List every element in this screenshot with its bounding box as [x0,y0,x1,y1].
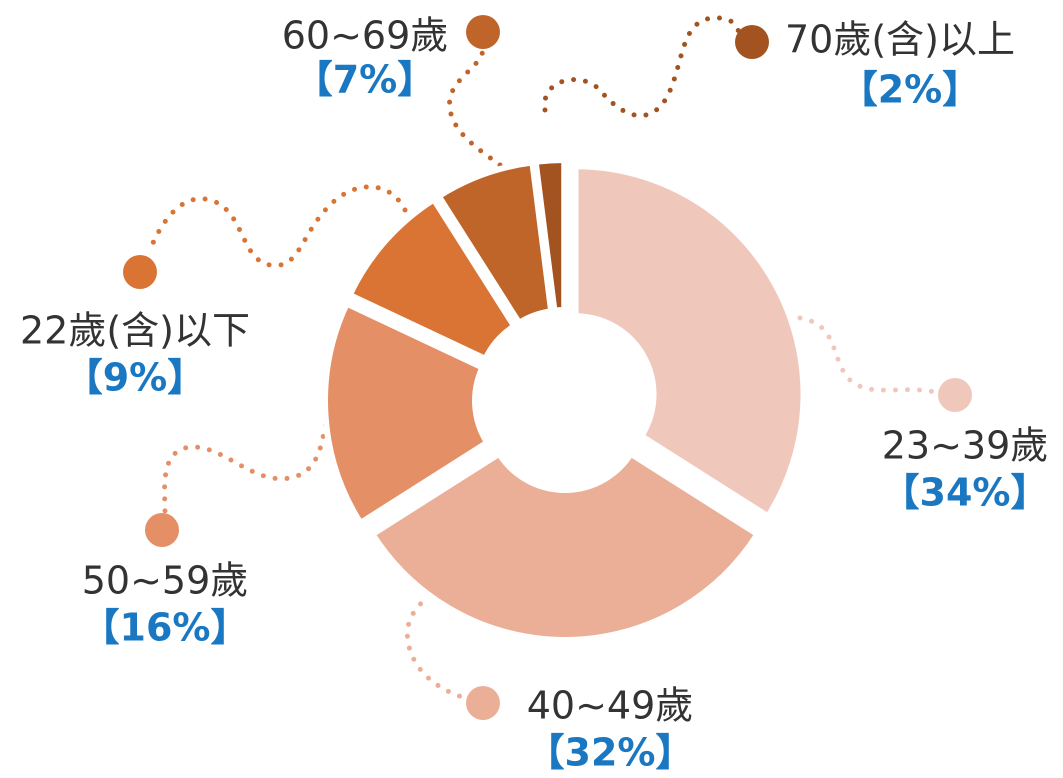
connector [147,184,408,268]
connector [162,387,338,515]
label-dot [466,686,500,720]
connector [542,15,742,118]
connectors [147,15,938,701]
category-label: 70歲(含)以上 [785,18,1015,62]
category-label: 23~39歲 [882,424,1049,468]
value-label: 【9%】 [65,356,206,400]
connector [447,47,503,168]
category-label: 22歲(含)以下 [20,309,250,353]
value-label: 【16%】 [82,606,249,650]
slice [572,163,807,521]
category-label: 60~69歲 [282,14,449,58]
label-dot [123,255,157,289]
label-dot [735,25,769,59]
connector [404,587,468,701]
slice [434,159,555,327]
label-dot [466,15,500,49]
slice [532,157,568,314]
value-label: 【2%】 [840,68,981,112]
label-dot [938,378,972,412]
label-dot [145,513,179,547]
slice [345,195,519,363]
value-label: 【7%】 [295,58,436,102]
category-label: 40~49歲 [527,684,694,728]
slice [322,299,492,528]
slice [368,449,762,643]
value-label: 【34%】 [882,471,1049,515]
category-label: 50~59歲 [82,559,249,603]
value-label: 【32%】 [527,731,694,775]
connector [797,315,938,395]
